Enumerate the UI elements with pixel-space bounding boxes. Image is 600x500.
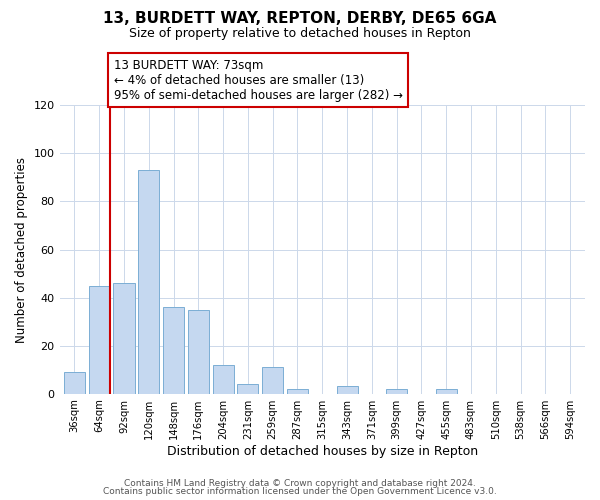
Bar (113, 283, 134, 394)
Bar (238, 384, 259, 394)
X-axis label: Distribution of detached houses by size in Repton: Distribution of detached houses by size … (167, 444, 478, 458)
Text: Contains public sector information licensed under the Open Government Licence v3: Contains public sector information licen… (103, 487, 497, 496)
Bar (287, 389, 308, 394)
Bar (386, 389, 407, 394)
Bar (89, 286, 110, 394)
Text: 13, BURDETT WAY, REPTON, DERBY, DE65 6GA: 13, BURDETT WAY, REPTON, DERBY, DE65 6GA (103, 11, 497, 26)
Bar (337, 386, 358, 394)
Y-axis label: Number of detached properties: Number of detached properties (15, 156, 28, 342)
Bar (163, 307, 184, 394)
Bar (436, 389, 457, 394)
Bar (64, 372, 85, 394)
Text: Size of property relative to detached houses in Repton: Size of property relative to detached ho… (129, 28, 471, 40)
Bar (212, 365, 233, 394)
Bar (138, 170, 160, 394)
Bar (262, 368, 283, 394)
Text: 13 BURDETT WAY: 73sqm
← 4% of detached houses are smaller (13)
95% of semi-detac: 13 BURDETT WAY: 73sqm ← 4% of detached h… (113, 58, 403, 102)
Bar (188, 310, 209, 394)
Text: Contains HM Land Registry data © Crown copyright and database right 2024.: Contains HM Land Registry data © Crown c… (124, 478, 476, 488)
